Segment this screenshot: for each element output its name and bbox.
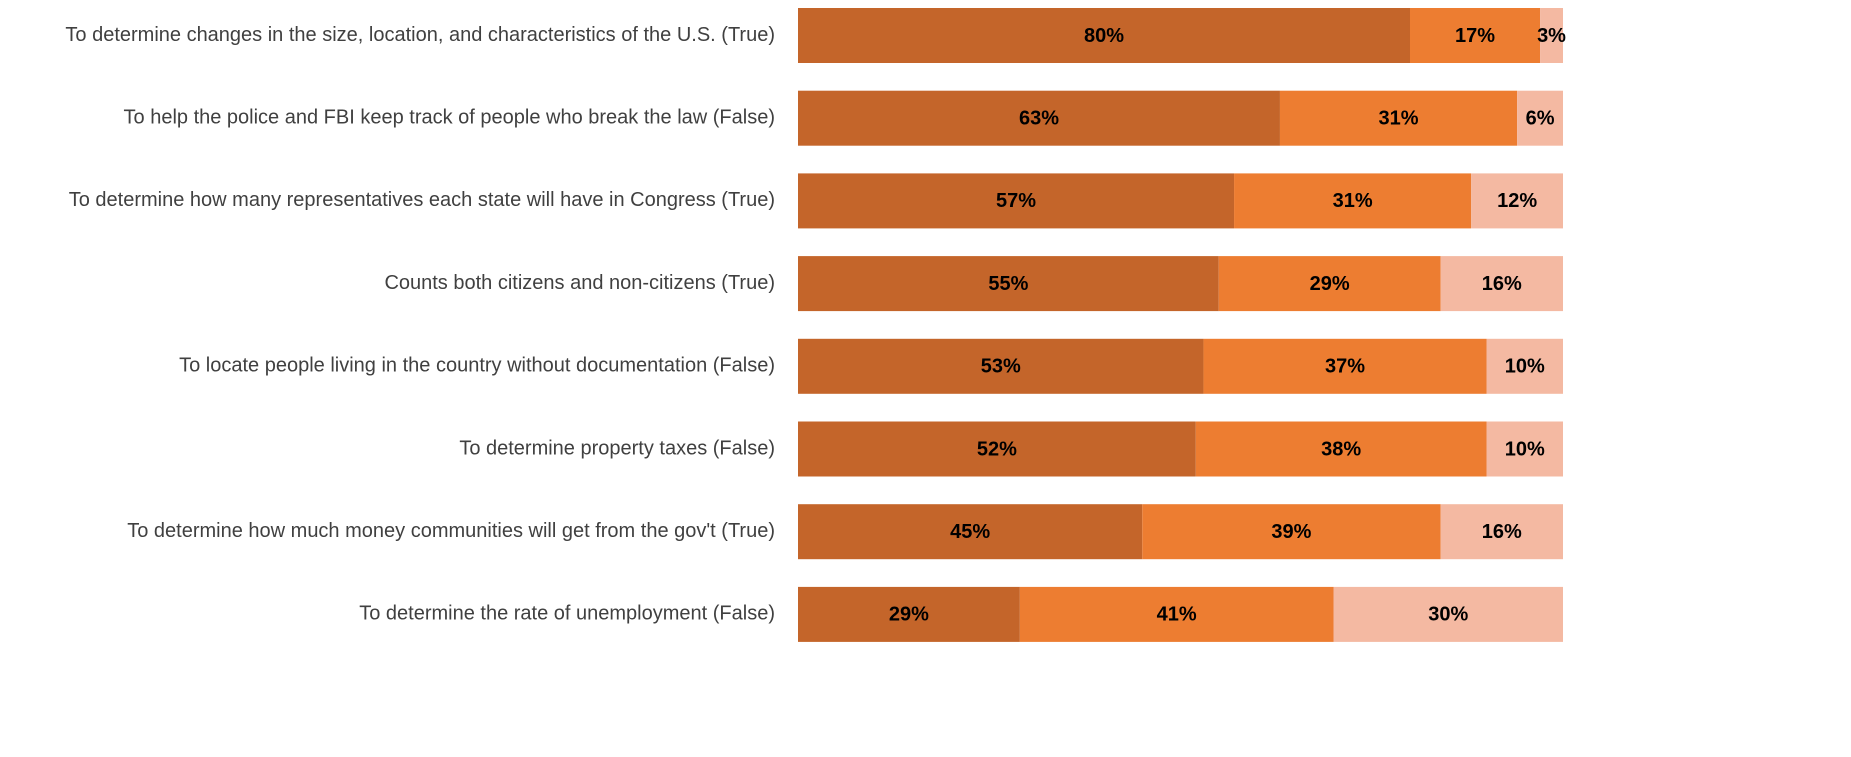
value-label: 17% [1455, 25, 1495, 47]
bar-segment [1486, 338, 1563, 394]
category-label: To determine how much money communities … [127, 520, 775, 542]
bar-segment [798, 586, 1020, 642]
bar-segment [1019, 586, 1334, 642]
value-label: 57% [996, 190, 1036, 212]
bar-segment [1203, 338, 1487, 394]
value-label: 31% [1333, 190, 1373, 212]
value-label: 31% [1379, 107, 1419, 129]
bar-segment [798, 421, 1196, 477]
bar-segment [1333, 586, 1563, 642]
value-label: 12% [1497, 190, 1537, 212]
bar-segment [1471, 173, 1563, 229]
bar-segment [798, 256, 1219, 312]
bar-segment [798, 8, 1410, 63]
bar-segment [1440, 256, 1563, 312]
bar-segment [1517, 90, 1563, 146]
value-label: 30% [1428, 604, 1468, 626]
value-label: 10% [1505, 356, 1545, 378]
value-label: 52% [977, 438, 1017, 460]
value-label: 16% [1482, 521, 1522, 543]
category-label: To determine the rate of unemployment (F… [359, 603, 775, 625]
bar-segment [798, 173, 1235, 229]
value-label: 55% [988, 273, 1028, 295]
value-label: 29% [1310, 273, 1350, 295]
value-label: 6% [1526, 107, 1555, 129]
value-label: 37% [1325, 356, 1365, 378]
value-label: 10% [1505, 438, 1545, 460]
bar-segment [1218, 256, 1441, 312]
value-label: 45% [950, 521, 990, 543]
category-label: To help the police and FBI keep track of… [124, 106, 775, 128]
value-label: 80% [1084, 25, 1124, 47]
category-label: To determine property taxes (False) [459, 437, 775, 459]
bar-segment [1195, 421, 1487, 477]
value-label: 41% [1157, 604, 1197, 626]
value-label: 53% [981, 356, 1021, 378]
category-label: Counts both citizens and non-citizens (T… [384, 272, 775, 294]
category-label: To determine changes in the size, locati… [65, 24, 775, 46]
bar-segment [1540, 8, 1563, 63]
category-label: To locate people living in the country w… [179, 355, 775, 377]
bar-segment [1234, 173, 1472, 229]
value-label: 39% [1271, 521, 1311, 543]
category-label: To determine how many representatives ea… [69, 189, 775, 211]
bar-segment [1142, 504, 1441, 560]
bar-segment [1279, 90, 1518, 146]
bar-segment [1410, 8, 1541, 63]
bar-segment [798, 338, 1204, 394]
value-label: 16% [1482, 273, 1522, 295]
value-label: 63% [1019, 107, 1059, 129]
bar-segment [798, 90, 1280, 146]
bar-segment [798, 504, 1143, 560]
bar-segment [1440, 504, 1563, 560]
value-label: 29% [889, 604, 929, 626]
bar-segment [1486, 421, 1563, 477]
value-label: 3% [1537, 25, 1566, 47]
value-label: 38% [1321, 438, 1361, 460]
